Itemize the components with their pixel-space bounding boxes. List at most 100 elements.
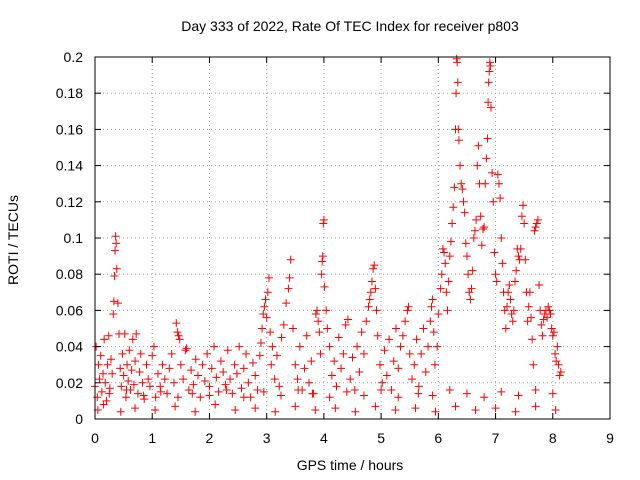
data-point [112, 264, 121, 273]
data-point [246, 393, 255, 402]
data-point [288, 324, 297, 333]
data-point [255, 351, 264, 360]
data-point [145, 382, 154, 391]
data-point [123, 360, 132, 369]
data-point [453, 58, 462, 67]
data-point [436, 284, 445, 293]
data-point [96, 351, 105, 360]
data-point [139, 391, 148, 400]
data-point [107, 355, 116, 364]
data-point [262, 313, 271, 322]
x-tick-label: 3 [263, 430, 271, 446]
data-point [524, 302, 533, 311]
data-point [313, 306, 322, 315]
data-point [385, 335, 394, 344]
data-point [419, 324, 428, 333]
data-point [97, 387, 106, 396]
data-point [187, 366, 196, 375]
data-point [446, 237, 455, 246]
data-point [480, 223, 489, 232]
data-point [211, 400, 220, 409]
data-point [194, 371, 202, 380]
data-point [285, 273, 294, 282]
data-point [322, 306, 331, 315]
data-point [459, 197, 468, 206]
data-point [307, 357, 316, 366]
x-tick-label: 4 [320, 430, 328, 446]
data-point [533, 215, 542, 224]
data-point [554, 360, 563, 369]
grid-lines [95, 57, 610, 419]
data-point [120, 329, 129, 338]
data-point [375, 360, 384, 369]
data-point [320, 282, 329, 291]
data-point [507, 310, 516, 319]
data-point [366, 288, 375, 297]
data-point [112, 239, 121, 248]
data-point [527, 313, 536, 322]
data-point [103, 360, 112, 369]
data-point [364, 302, 373, 311]
data-point [191, 407, 200, 416]
data-point [505, 281, 514, 290]
data-point [127, 366, 136, 375]
data-point [498, 259, 507, 268]
data-point [293, 375, 302, 384]
data-point [351, 407, 360, 416]
data-point [464, 270, 473, 279]
data-point [437, 270, 446, 279]
data-point [327, 371, 336, 380]
data-point [232, 369, 241, 378]
data-point [471, 405, 480, 414]
data-point [404, 302, 413, 311]
data-point [219, 367, 228, 376]
data-point [491, 270, 500, 279]
data-point [461, 239, 470, 248]
data-point [325, 342, 334, 351]
data-point [315, 328, 324, 337]
data-point [556, 367, 565, 376]
data-point [318, 257, 327, 266]
data-point [373, 331, 382, 340]
data-point [259, 387, 268, 396]
data-point [431, 407, 440, 416]
x-tick-label: 1 [148, 430, 156, 446]
data-point [173, 393, 182, 402]
data-point [372, 306, 381, 315]
data-point [198, 360, 207, 369]
data-point [101, 378, 110, 387]
y-tick-label: 0.18 [56, 85, 83, 101]
data-point [456, 161, 465, 170]
data-point [341, 320, 350, 329]
data-point [457, 179, 466, 188]
data-point [450, 183, 459, 192]
data-point [264, 273, 273, 282]
data-point [539, 315, 548, 324]
data-point [153, 369, 162, 378]
data-point [116, 407, 125, 416]
data-point [414, 389, 423, 398]
data-point [244, 378, 253, 387]
data-point [182, 344, 191, 353]
data-point [175, 335, 184, 344]
data-point [442, 288, 451, 297]
data-point [511, 277, 520, 286]
data-point [549, 328, 558, 337]
data-point [521, 255, 530, 264]
data-point [530, 226, 539, 235]
data-point [481, 179, 490, 188]
y-tick-label: 0.14 [56, 158, 83, 174]
data-point [512, 266, 521, 275]
x-tick-label: 7 [492, 430, 500, 446]
data-point [494, 179, 503, 188]
y-tick-label: 0.16 [56, 121, 83, 137]
x-tick-label: 9 [606, 430, 614, 446]
data-point [350, 386, 359, 395]
data-point [546, 310, 555, 319]
data-point [485, 67, 494, 76]
data-point [216, 357, 225, 366]
data-point [509, 306, 518, 315]
data-point [275, 382, 284, 391]
data-point [268, 342, 277, 351]
data-point [465, 288, 474, 297]
